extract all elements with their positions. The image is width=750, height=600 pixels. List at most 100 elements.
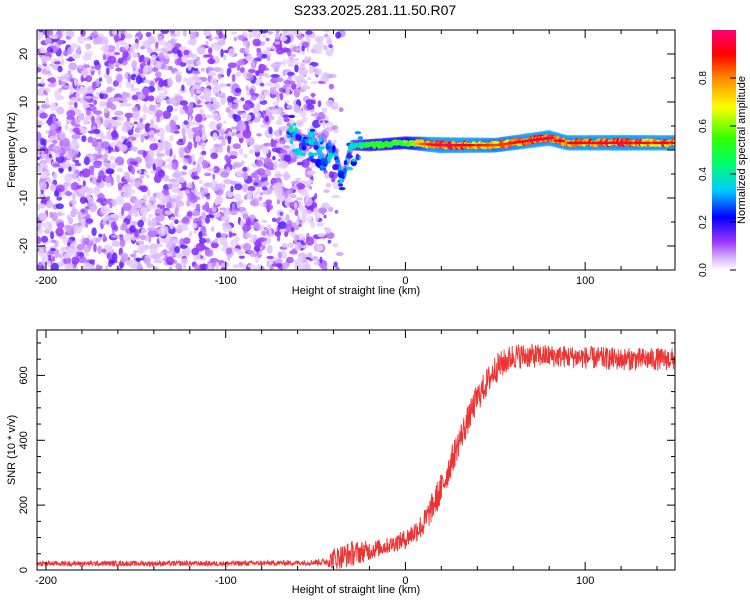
noise-speckle [122, 97, 128, 106]
noise-speckle [323, 214, 327, 219]
noise-speckle [65, 191, 73, 197]
noise-speckle [196, 45, 206, 55]
noise-speckle [247, 185, 256, 192]
y-tick-label: 10 [18, 96, 30, 108]
noise-speckle [108, 219, 112, 227]
noise-speckle [249, 148, 255, 155]
noise-speckle [37, 146, 41, 156]
noise-speckle [96, 154, 103, 159]
noise-speckle [218, 128, 226, 136]
noise-speckle [109, 155, 116, 161]
noise-speckle [147, 95, 155, 102]
noise-speckle [261, 41, 266, 45]
noise-speckle [165, 42, 173, 51]
noise-speckle [281, 242, 288, 248]
noise-speckle [99, 77, 103, 82]
noise-speckle [220, 267, 226, 270]
noise-speckle [242, 172, 248, 181]
noise-speckle [125, 92, 131, 98]
noise-speckle [212, 112, 219, 118]
noise-speckle [43, 138, 47, 148]
noise-speckle [277, 251, 282, 259]
noise-speckle [77, 35, 85, 44]
noise-speckle [297, 34, 303, 40]
noise-speckle [48, 222, 52, 232]
noise-speckle [262, 180, 270, 187]
noise-speckle [221, 215, 231, 222]
noise-speckle [108, 122, 112, 130]
noise-speckle [64, 123, 69, 131]
noise-speckle [39, 47, 46, 54]
noise-speckle [111, 221, 117, 231]
noise-speckle [209, 257, 219, 263]
noise-speckle [308, 65, 314, 75]
noise-speckle [258, 73, 263, 80]
noise-speckle [237, 59, 245, 66]
noise-speckle [50, 262, 59, 270]
noise-speckle [170, 198, 178, 203]
noise-speckle [169, 135, 174, 142]
signal-onset-blob [286, 134, 291, 139]
noise-speckle [293, 234, 298, 244]
noise-speckle [124, 112, 134, 119]
noise-speckle [112, 252, 118, 262]
noise-speckle [266, 244, 273, 254]
noise-speckle [294, 261, 302, 270]
noise-speckle [147, 229, 157, 238]
noise-speckle [138, 68, 144, 73]
noise-speckle [227, 134, 232, 145]
noise-speckle [38, 228, 43, 235]
noise-speckle [95, 238, 101, 243]
noise-speckle [37, 156, 40, 160]
noise-speckle [269, 86, 277, 95]
noise-speckle [121, 221, 128, 231]
noise-speckle [50, 248, 56, 252]
noise-speckle [182, 135, 187, 144]
noise-speckle [325, 232, 335, 239]
noise-speckle [191, 153, 195, 163]
noise-speckle [55, 227, 64, 237]
noise-speckle [250, 214, 255, 223]
x-tick-label: -200 [35, 275, 57, 287]
noise-speckle [49, 184, 57, 192]
noise-speckle [127, 73, 131, 83]
noise-speckle [118, 82, 122, 89]
noise-speckle [37, 105, 40, 111]
noise-speckle [229, 180, 237, 185]
noise-speckle [275, 30, 280, 34]
noise-speckle [228, 150, 239, 157]
noise-speckle [74, 123, 81, 128]
noise-speckle [45, 96, 49, 106]
x-tick-label: -100 [215, 275, 237, 287]
noise-speckle [49, 102, 57, 112]
noise-speckle [64, 175, 69, 184]
signal-onset-blob [288, 114, 296, 119]
noise-speckle [143, 56, 150, 63]
noise-speckle [95, 264, 101, 270]
spectrogram-y-axis-label: Frequency (Hz) [6, 112, 18, 188]
noise-speckle [145, 31, 152, 38]
noise-speckle [114, 110, 124, 116]
noise-speckle [231, 202, 236, 212]
spectrogram-signal-layer [286, 114, 675, 191]
signal-onset-blob [312, 152, 318, 157]
signal-onset-blob [328, 141, 332, 147]
noise-speckle [244, 47, 250, 55]
noise-speckle [246, 194, 253, 200]
signal-core [468, 144, 477, 147]
noise-speckle [105, 168, 114, 175]
colorbar-label: Normalized spectral amplitude [736, 76, 748, 224]
noise-speckle [205, 238, 211, 243]
noise-speckle [121, 125, 128, 133]
noise-speckle [191, 247, 200, 256]
noise-speckle [68, 217, 74, 225]
noise-speckle [253, 182, 259, 186]
noise-speckle [225, 219, 230, 229]
noise-speckle [179, 244, 188, 249]
noise-speckle [115, 73, 123, 83]
noise-speckle [121, 207, 125, 216]
noise-speckle [205, 81, 210, 86]
noise-speckle [174, 59, 181, 66]
noise-speckle [104, 244, 111, 250]
noise-speckle [286, 58, 296, 65]
